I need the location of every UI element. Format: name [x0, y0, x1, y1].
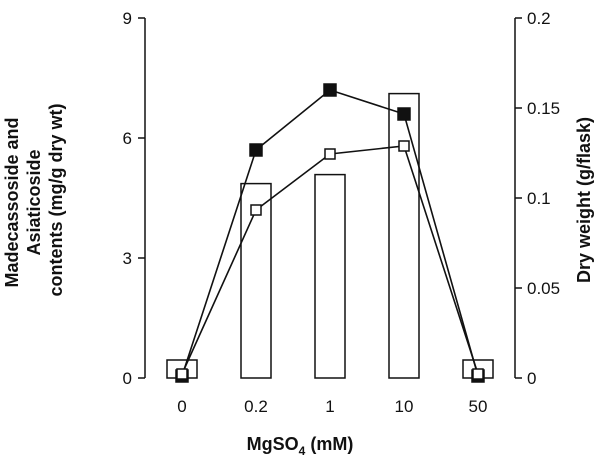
x-tick-label: 1: [325, 397, 334, 416]
right-y-tick-label: 0.1: [527, 189, 551, 208]
right-y-tick-label: 0.2: [527, 9, 551, 28]
dry-weight-bar: [388, 92, 420, 379]
left-y-tick-label: 6: [123, 129, 132, 148]
x-axis-title: MgSO4 (mM): [247, 434, 354, 458]
filled-square-point: [249, 143, 263, 157]
left-y-axis-title: Madecassoside and Asiaticoside contents …: [2, 103, 66, 296]
open-square-point: [398, 140, 410, 152]
filled-square-point: [397, 107, 411, 121]
x-tick-label: 0.2: [244, 397, 268, 416]
x-tick-labels: 0 0.2 1 10 50: [177, 397, 487, 416]
right-y-tick-label: 0.15: [527, 99, 560, 118]
open-square-point: [176, 368, 188, 380]
x-tick-label: 0: [177, 397, 186, 416]
left-y-tick-label: 0: [123, 369, 132, 388]
left-y-tick-label: 3: [123, 249, 132, 268]
x-tick-label: 50: [469, 397, 488, 416]
left-y-ticks: 0 3 6 9: [123, 9, 145, 388]
filled-square-point: [323, 83, 337, 97]
open-square-point: [472, 368, 484, 380]
dry-weight-bar: [314, 173, 346, 379]
dry-weight-bar: [240, 182, 272, 379]
bars-layer: [166, 92, 494, 379]
open-square-point: [250, 204, 262, 216]
x-tick-label: 10: [395, 397, 414, 416]
open-square-point: [324, 148, 336, 160]
right-y-axis-title: Dry weight (g/flask): [574, 117, 594, 283]
right-y-tick-label: 0: [527, 369, 536, 388]
right-y-tick-label: 0.05: [527, 279, 560, 298]
right-y-ticks: 0 0.05 0.1 0.15 0.2: [515, 9, 560, 388]
left-y-tick-label: 9: [123, 9, 132, 28]
lines-layer: [175, 83, 485, 383]
